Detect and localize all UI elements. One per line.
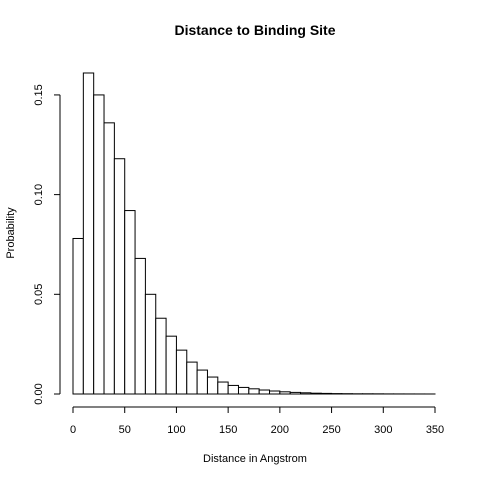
histogram-bar [113,158,126,395]
histogram-bar [300,392,312,395]
histogram-bar [289,391,302,395]
y-tick-label: 0.10 [33,184,45,205]
histogram-bar [72,237,84,395]
histogram-bar [206,376,219,395]
histogram-bar [82,72,95,395]
histogram-bar [186,361,198,395]
histogram-bar [124,210,136,395]
y-axis: 0.00 0.05 0.10 0.15 [33,84,61,405]
bars-group [72,72,436,395]
x-tick-label: 350 [426,424,444,436]
y-tick-label: 0.00 [33,383,45,404]
y-axis-label: Probability [5,207,17,259]
x-axis-label: Distance in Angstrom [203,453,307,465]
histogram-bar [134,257,146,395]
histogram-bar [144,293,157,395]
x-tick-label: 150 [219,424,237,436]
histogram-bar [93,94,105,395]
histogram-bar [269,390,281,395]
histogram-bar [165,335,177,395]
histogram-bar [310,392,322,395]
x-tick-label: 50 [119,424,131,436]
histogram-bar [320,392,333,395]
histogram-bar [227,384,239,395]
histogram-bar [196,369,208,395]
x-tick-label: 100 [167,424,185,436]
x-tick-label: 300 [374,424,392,436]
y-tick-label: 0.15 [33,84,45,105]
histogram-bar [217,381,229,395]
x-tick-label: 0 [70,424,76,436]
histogram-bar [279,391,291,395]
histogram-bar [103,122,115,395]
histogram-bar [258,389,271,395]
histogram-bar [155,317,167,395]
histogram-bar [248,388,260,395]
histogram-bar [237,386,250,395]
histogram-bar [175,349,188,395]
x-axis: 0 50 100 150 200 250 300 350 [70,406,444,436]
y-tick-label: 0.05 [33,284,45,305]
x-tick-label: 250 [322,424,340,436]
x-tick-label: 200 [271,424,289,436]
chart-title: Distance to Binding Site [174,22,335,38]
